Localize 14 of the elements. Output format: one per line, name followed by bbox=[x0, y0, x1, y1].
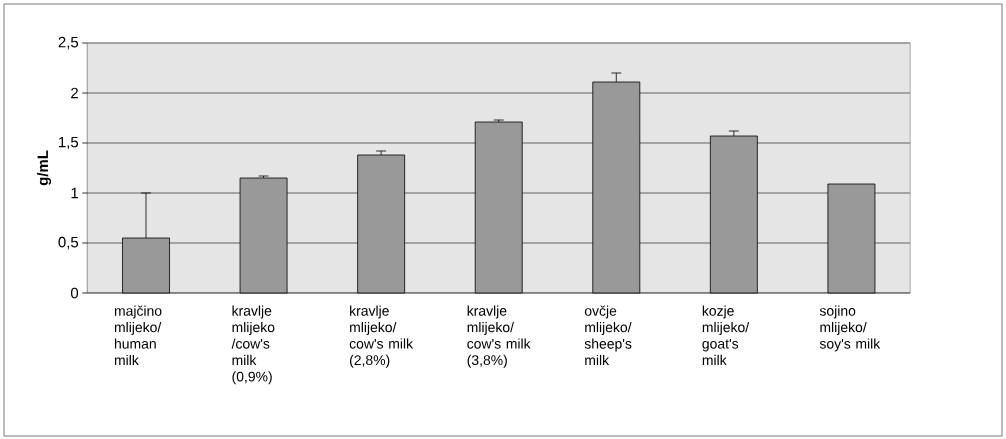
y-tick-label: 0,5 bbox=[58, 236, 79, 250]
y-tick-label: 0 bbox=[70, 287, 79, 299]
y-tick-label: 2 bbox=[71, 87, 78, 99]
y-tick-label: 1,5 bbox=[59, 136, 79, 150]
x-tick-label: sojino mlijeko/ soy's milk bbox=[819, 305, 881, 352]
x-tick-label: kravlje mlijeko/ cow's milk (3,8%) bbox=[467, 305, 531, 368]
x-tick-label: kravlje mlijeko/ cow's milk (2,8%) bbox=[349, 305, 414, 368]
y-axis-title: g/mL bbox=[37, 150, 52, 186]
y-tick-label: 1 bbox=[71, 187, 78, 199]
x-tick-label: kozje mlijeko/ goat's milk bbox=[702, 305, 750, 365]
x-tick-label: kravlje mlijeko /cow's milk (0,9%) bbox=[231, 305, 275, 385]
x-tick-label: majčino mlijeko/ human milk bbox=[114, 305, 162, 365]
y-tick-label: 2,5 bbox=[58, 36, 79, 50]
x-tick-label: ovčje mlijeko/ sheep's milk bbox=[584, 305, 632, 365]
